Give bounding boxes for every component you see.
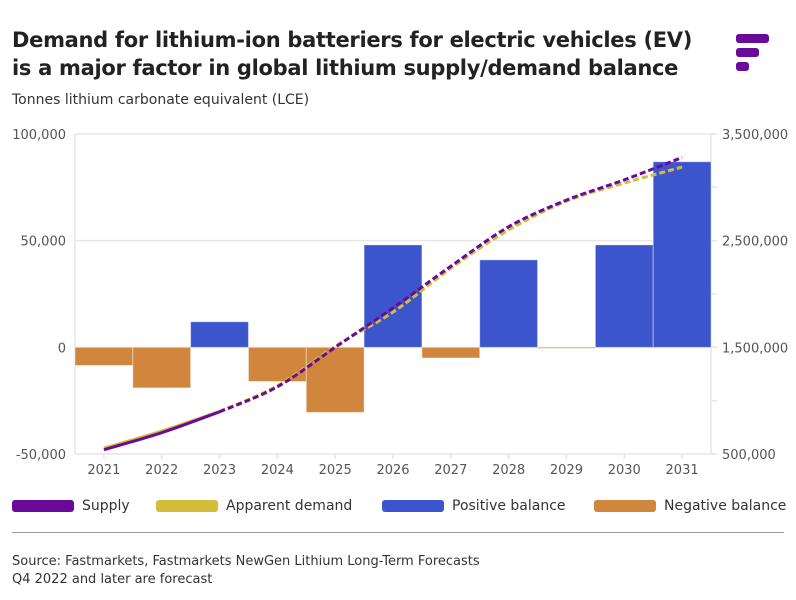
- left-tick-label: 0: [58, 341, 66, 356]
- legend-demand: Apparent demand: [156, 498, 352, 514]
- balance-bar: [190, 321, 249, 348]
- x-tick-label: 2023: [203, 463, 236, 478]
- left-tick-label: 50,000: [21, 235, 67, 250]
- balance-bar: [363, 244, 423, 348]
- x-tick-label: 2022: [145, 463, 178, 478]
- legend-negative: Negative balance: [594, 498, 786, 514]
- x-tick-label: 2029: [550, 463, 583, 478]
- right-tick-label: 3,500,000: [722, 128, 788, 143]
- source-line: Source: Fastmarkets, Fastmarkets NewGen …: [12, 554, 480, 569]
- balance-bar: [479, 259, 539, 348]
- x-tick-label: 2031: [666, 463, 699, 478]
- left-tick-label: 100,000: [12, 128, 66, 143]
- supply-forecast-line: [218, 156, 683, 414]
- balance-bar: [247, 346, 307, 382]
- legend-positive: Positive balance: [382, 498, 566, 514]
- balance-bar: [652, 161, 712, 348]
- right-tick-label: 2,500,000: [722, 235, 788, 250]
- balance-bar: [74, 346, 134, 366]
- legend-label: Supply: [82, 498, 130, 514]
- x-tick-label: 2028: [492, 463, 525, 478]
- x-tick-label: 2027: [434, 463, 467, 478]
- apparent-demand-forecast-line: [218, 165, 683, 413]
- balance-bar: [305, 346, 365, 413]
- right-tick-label: 500,000: [722, 448, 776, 463]
- balance-bar: [421, 346, 481, 359]
- legend-label: Positive balance: [452, 498, 566, 514]
- legend-label: Apparent demand: [226, 498, 353, 514]
- chart-title: Demand for lithium-ion batteriers for el…: [12, 28, 693, 80]
- chart-subtitle: Tonnes lithium carbonate equivalent (LCE…: [12, 92, 310, 108]
- x-tick-label: 2026: [376, 463, 409, 478]
- fastmarkets-logo-icon: [736, 34, 769, 71]
- right-tick-label: 1,500,000: [722, 341, 788, 356]
- forecast-note: Q4 2022 and later are forecast: [12, 572, 213, 587]
- balance-bar: [132, 346, 192, 389]
- chart-plot: -50,000 0 50,000 100,000 500,000 1,500,000 2,5…: [12, 128, 788, 478]
- x-tick-label: 2024: [261, 463, 294, 478]
- x-tick-label: 2025: [319, 463, 352, 478]
- divider: [12, 532, 784, 533]
- legend-label: Negative balance: [664, 498, 787, 514]
- supply-actual-line: [103, 410, 221, 452]
- balance-bar: [594, 244, 654, 348]
- left-tick-label: -50,000: [16, 448, 66, 463]
- legend-supply: Supply: [12, 498, 130, 514]
- x-tick-label: 2030: [608, 463, 641, 478]
- x-tick-label: 2021: [87, 463, 120, 478]
- source-note: Source: Fastmarkets, Fastmarkets NewGen …: [12, 553, 480, 589]
- balance-bar: [537, 346, 596, 349]
